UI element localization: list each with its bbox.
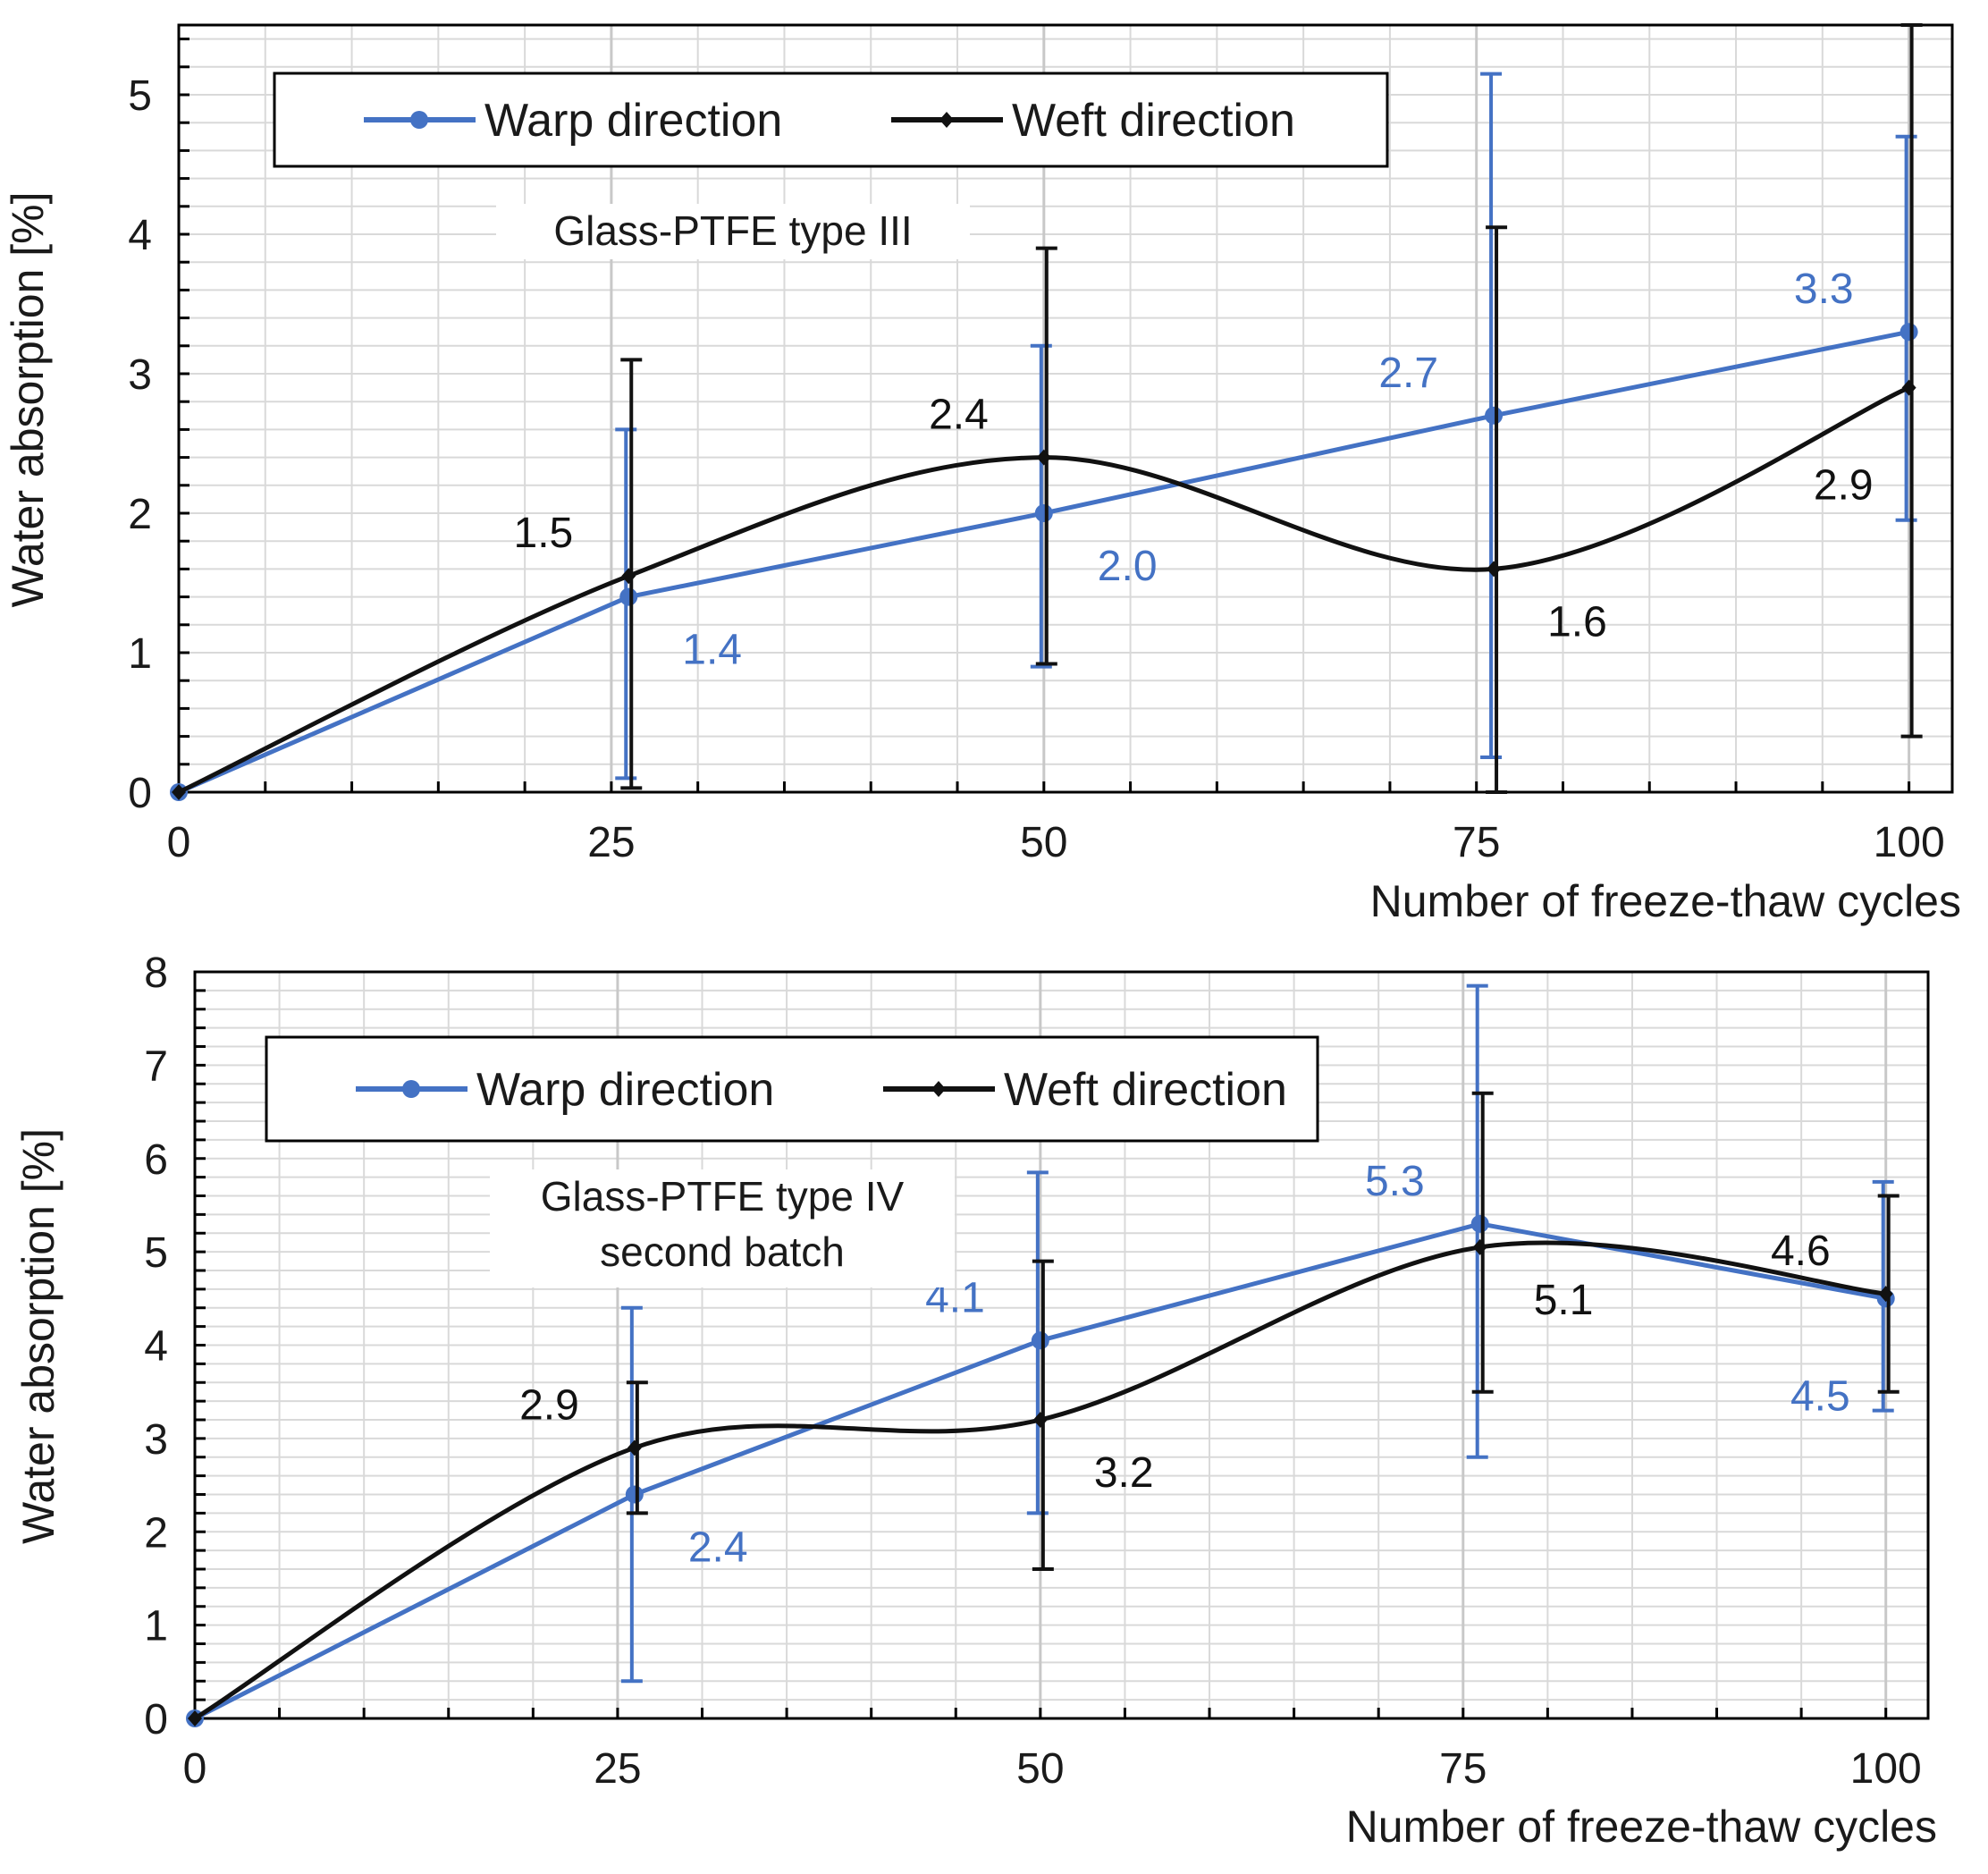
x-tick-label: 75 bbox=[1453, 819, 1500, 866]
weft-point bbox=[1472, 1238, 1487, 1255]
warp-point bbox=[1900, 323, 1918, 342]
plot-frame bbox=[177, 23, 1954, 794]
title-line: Glass-PTFE type III bbox=[553, 207, 912, 254]
x-tick-label: 75 bbox=[1439, 1745, 1487, 1793]
warp-point bbox=[619, 587, 638, 606]
title-background bbox=[490, 1169, 955, 1287]
weft-data-label: 5.1 bbox=[1534, 1277, 1594, 1324]
warp-point bbox=[1470, 1214, 1489, 1233]
x-tick-label: 100 bbox=[1850, 1745, 1922, 1793]
weft-data-label: 1.6 bbox=[1547, 598, 1607, 646]
title-line: second batch bbox=[600, 1228, 845, 1275]
x-tick-label: 50 bbox=[1020, 819, 1067, 866]
y-tick-label: 3 bbox=[144, 1416, 168, 1464]
y-axis-label: Water absorption [%] bbox=[3, 191, 53, 607]
ticks: 0 25 50 75 100 0 1 2 3 4 5 6 7 8 bbox=[144, 950, 1921, 1793]
y-tick-label: 5 bbox=[128, 72, 152, 120]
y-tick-label: 7 bbox=[144, 1043, 168, 1090]
legend-warp-marker bbox=[410, 111, 428, 129]
x-axis-label: Number of freeze-thaw cycles bbox=[1346, 1802, 1937, 1852]
legend-warp-marker bbox=[402, 1080, 420, 1098]
warp-data-label: 2.7 bbox=[1378, 350, 1438, 397]
y-tick-label: 0 bbox=[144, 1696, 168, 1743]
y-tick-label: 1 bbox=[144, 1603, 168, 1650]
warp-point bbox=[625, 1485, 644, 1504]
ticks: 0 25 50 75 100 0 1 2 3 4 5 bbox=[128, 38, 1945, 866]
warp-data-label: 2.4 bbox=[688, 1524, 748, 1572]
series-weft: 2.9 3.2 5.1 4.6 bbox=[188, 1091, 1900, 1726]
warp-data-label: 3.3 bbox=[1794, 266, 1854, 313]
legend-warp-label: Warp direction bbox=[476, 1064, 774, 1116]
warp-data-label: 2.0 bbox=[1098, 543, 1158, 590]
weft-point bbox=[1036, 449, 1051, 466]
x-tick-label: 25 bbox=[594, 1745, 641, 1793]
x-axis-label: Number of freeze-thaw cycles bbox=[1370, 876, 1961, 926]
weft-data-label: 3.2 bbox=[1094, 1449, 1154, 1497]
x-tick-label: 25 bbox=[587, 819, 635, 866]
legend: Warp direction Weft direction bbox=[265, 1035, 1319, 1143]
x-tick-label: 0 bbox=[183, 1745, 207, 1793]
y-tick-label: 5 bbox=[144, 1229, 168, 1277]
legend-weft-label: Weft direction bbox=[1012, 95, 1295, 147]
weft-data-label: 4.6 bbox=[1771, 1228, 1831, 1275]
title-background bbox=[496, 204, 970, 259]
weft-point bbox=[188, 1710, 202, 1726]
y-tick-label: 1 bbox=[128, 630, 152, 678]
warp-data-label: 4.5 bbox=[1790, 1372, 1850, 1420]
chart-2: 0 25 50 75 100 0 1 2 3 4 5 6 7 8 Number of freeze-thaw… bbox=[13, 950, 1937, 1852]
weft-data-label: 1.5 bbox=[514, 510, 574, 557]
warp-point bbox=[1485, 406, 1504, 425]
y-tick-label: 2 bbox=[144, 1509, 168, 1557]
weft-point bbox=[1487, 561, 1502, 578]
weft-point bbox=[627, 1439, 642, 1456]
warp-point bbox=[1031, 1331, 1049, 1350]
x-tick-label: 0 bbox=[167, 819, 191, 866]
legend-weft-marker bbox=[939, 112, 954, 128]
legend-weft-label: Weft direction bbox=[1004, 1064, 1287, 1116]
weft-point bbox=[621, 568, 636, 585]
weft-data-label: 2.9 bbox=[1814, 462, 1874, 510]
chart-title: Glass-PTFE type IV second batch bbox=[490, 1169, 955, 1287]
weft-point bbox=[1878, 1286, 1893, 1303]
chart-1: 0 25 50 75 100 0 1 2 3 4 5 Number of freeze-thaw cy… bbox=[3, 23, 1961, 926]
y-tick-label: 6 bbox=[144, 1136, 168, 1184]
y-tick-label: 4 bbox=[144, 1323, 168, 1371]
series-weft: 1.5 2.4 1.6 2.9 bbox=[172, 23, 1923, 800]
y-tick-label: 2 bbox=[128, 491, 152, 538]
legend-warp-label: Warp direction bbox=[484, 95, 782, 147]
y-axis-label: Water absorption [%] bbox=[13, 1128, 63, 1544]
weft-data-label: 2.4 bbox=[929, 392, 989, 439]
warp-data-label: 1.4 bbox=[682, 627, 742, 674]
weft-data-label: 2.9 bbox=[519, 1381, 579, 1429]
y-tick-label: 8 bbox=[144, 950, 168, 997]
y-tick-label: 0 bbox=[128, 770, 152, 817]
warp-point bbox=[1034, 504, 1053, 522]
title-line: Glass-PTFE type IV bbox=[541, 1173, 905, 1220]
x-tick-label: 100 bbox=[1874, 819, 1945, 866]
warp-data-label: 5.3 bbox=[1365, 1158, 1425, 1205]
chart-title: Glass-PTFE type III bbox=[496, 204, 970, 259]
legend: Warp direction Weft direction bbox=[273, 72, 1389, 168]
y-tick-label: 3 bbox=[128, 351, 152, 399]
legend-weft-marker bbox=[931, 1081, 946, 1097]
x-tick-label: 50 bbox=[1016, 1745, 1064, 1793]
y-tick-label: 4 bbox=[128, 212, 152, 259]
weft-point bbox=[1032, 1412, 1048, 1428]
weft-point bbox=[172, 784, 186, 800]
weft-point bbox=[1901, 379, 1916, 396]
